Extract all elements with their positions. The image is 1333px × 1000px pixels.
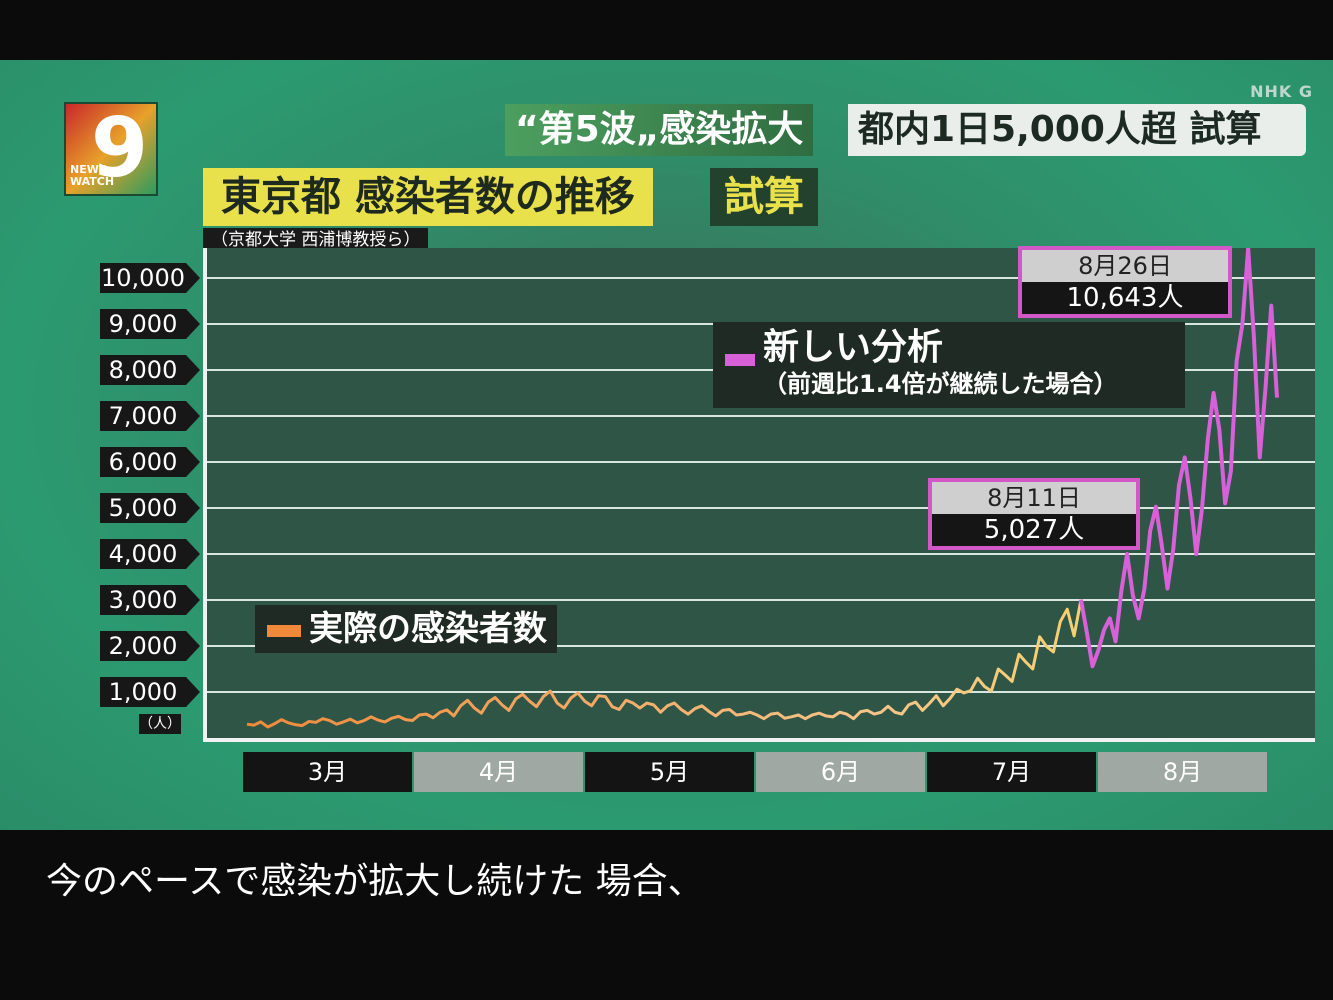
callout-date: 8月26日: [1022, 250, 1228, 282]
logo-text-line2: WATCH: [70, 175, 115, 188]
callout-value: 5,027人: [932, 514, 1136, 546]
x-tick-label: 7月: [927, 752, 1096, 792]
y-tick-label: 8,000: [100, 355, 200, 385]
x-tick-label: 5月: [585, 752, 754, 792]
y-tick-label: 2,000: [100, 631, 200, 661]
x-tick-label: 3月: [243, 752, 412, 792]
estimate-tag: 試算: [710, 168, 818, 226]
y-tick-label: 6,000: [100, 447, 200, 477]
callout-value: 10,643人: [1022, 282, 1228, 314]
x-tick-label: 4月: [414, 752, 583, 792]
callout-aug-26: 8月26日 10,643人: [1018, 246, 1232, 318]
legend-new-sublabel: （前週比1.4倍が継続した場合）: [763, 370, 1118, 398]
y-tick-label: 9,000: [100, 309, 200, 339]
y-tick-label: 3,000: [100, 585, 200, 615]
subtitle-caption: 今のペースで感染が拡大し続けた 場合、: [46, 861, 704, 902]
x-tick-label: 6月: [756, 752, 925, 792]
news-watch-9-logo: 9 NEWS WATCH: [64, 102, 158, 196]
y-tick-label: 1,000: [100, 677, 200, 707]
y-axis-unit: （人）: [139, 714, 181, 734]
legend-actual-label: 実際の感染者数: [309, 609, 547, 649]
y-tick-label: 10,000: [100, 263, 200, 293]
legend-actual: 実際の感染者数: [255, 605, 557, 653]
x-tick-label: 8月: [1098, 752, 1267, 792]
headline-left: “第5波„感染拡大: [505, 104, 814, 156]
legend-actual-swatch: [267, 624, 301, 637]
callout-aug-11: 8月11日 5,027人: [928, 478, 1140, 550]
logo-text-line1: NEWS: [70, 163, 107, 176]
channel-mark: NHK G: [1250, 82, 1313, 101]
y-tick-label: 7,000: [100, 401, 200, 431]
series-actual-line: [246, 599, 1083, 729]
y-tick-label: 4,000: [100, 539, 200, 569]
headline-right: 都内1日5,000人超 試算: [848, 104, 1306, 156]
callout-date: 8月11日: [932, 482, 1136, 514]
series-projection-line: [1079, 248, 1279, 669]
legend-new-label: 新しい分析: [763, 327, 944, 368]
chart-title: 東京都 感染者数の推移: [203, 168, 653, 226]
logo-text: NEWS WATCH: [70, 164, 114, 188]
logo-number: 9: [90, 101, 148, 196]
y-tick-label: 5,000: [100, 493, 200, 523]
legend-new-swatch: [725, 354, 755, 366]
legend-new-analysis: 新しい分析 （前週比1.4倍が継続した場合）: [713, 322, 1185, 408]
tv-screen: 9 NEWS WATCH NHK G “第5波„感染拡大 都内1日5,000人超…: [0, 60, 1333, 830]
